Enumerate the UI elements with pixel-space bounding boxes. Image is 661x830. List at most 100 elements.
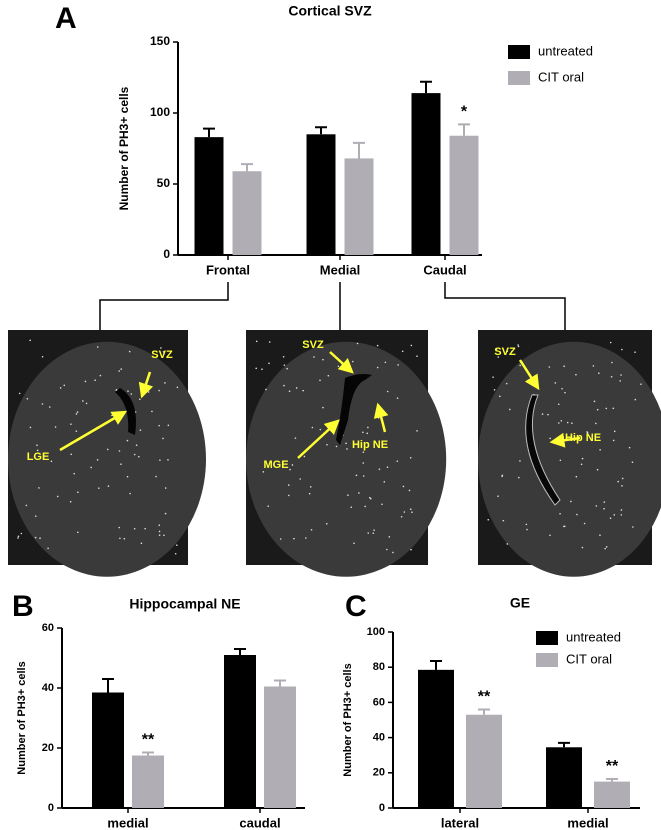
cell-dot <box>609 341 612 344</box>
cell-dot <box>337 365 340 368</box>
error-bar <box>420 80 432 94</box>
significance-label: ** <box>606 758 619 775</box>
cell-dot <box>364 505 366 508</box>
connector <box>444 282 566 330</box>
cell-dot <box>621 348 623 351</box>
cell-dot <box>557 422 560 424</box>
cell-dot <box>41 355 44 358</box>
cell-dot <box>495 348 498 351</box>
cell-dot <box>36 449 39 452</box>
cell-dot <box>335 445 338 448</box>
cell-dot <box>288 390 291 393</box>
cell-dot <box>605 546 608 548</box>
cell-dot <box>396 460 399 462</box>
cell-dot <box>41 403 44 405</box>
cell-dot <box>25 504 28 507</box>
cell-dot <box>410 344 413 347</box>
error-bar <box>458 123 470 136</box>
cell-dot <box>289 468 291 471</box>
cell-dot <box>287 484 290 486</box>
cell-dot <box>377 417 380 419</box>
cell-dot <box>549 534 551 537</box>
cell-dot <box>70 453 73 456</box>
bar <box>418 669 454 808</box>
cell-dot <box>133 453 136 456</box>
cell-dot <box>107 485 110 487</box>
cell-dot <box>631 461 634 463</box>
cell-dot <box>29 426 32 429</box>
bar <box>411 93 441 256</box>
cell-dot <box>303 455 306 458</box>
x-tick-label: medial <box>567 815 608 830</box>
tissue <box>246 341 447 577</box>
chart-title: GE <box>510 595 530 611</box>
image-label: Hip NE <box>352 439 388 451</box>
cell-dot <box>549 437 551 440</box>
cell-dot <box>174 552 177 555</box>
cell-dot <box>302 389 304 392</box>
bar <box>466 714 502 808</box>
cell-dot <box>408 489 411 492</box>
cell-dot <box>144 527 146 530</box>
y-axis-label: Number of PH3+ cells <box>117 86 131 210</box>
cell-dot <box>612 407 615 410</box>
cell-dot <box>279 538 282 540</box>
cell-dot <box>326 443 328 446</box>
chart: A Cortical SVZ Number of PH3+ cells 0 50 100 1… <box>55 2 593 278</box>
cell-dot <box>517 344 519 346</box>
error-bar <box>274 679 286 687</box>
cell-dot <box>73 472 76 475</box>
cell-dot <box>575 475 578 478</box>
cell-dot <box>493 389 496 391</box>
cell-dot <box>160 347 162 349</box>
cell-dot <box>384 361 387 364</box>
image-label: LGE <box>27 451 50 463</box>
cell-dot <box>308 492 311 495</box>
cell-dot <box>519 364 521 367</box>
cell-dot <box>416 430 418 432</box>
cell-dot <box>319 428 322 431</box>
y-axis-label: Number of PH3+ cells <box>342 663 354 776</box>
cell-dot <box>548 366 551 368</box>
cell-dot <box>620 374 622 376</box>
cell-dot <box>176 544 178 546</box>
cell-dot <box>541 413 544 415</box>
cell-dot <box>162 437 164 440</box>
cell-dot <box>120 463 122 465</box>
cell-dot <box>255 340 258 343</box>
cell-dot <box>94 379 96 382</box>
chart: C GE Number of PH3+ cells 0 20 40 60 80 100 later… <box>342 590 640 830</box>
cell-dot <box>409 456 412 459</box>
cell-dot <box>151 410 153 413</box>
cell-dot <box>133 527 136 530</box>
cell-dot <box>621 485 623 487</box>
legend-label: CIT oral <box>538 69 584 84</box>
cell-dot <box>596 408 599 411</box>
legend-swatch <box>508 45 530 59</box>
cell-dot <box>396 397 399 399</box>
cell-dot <box>158 424 160 427</box>
cell-dot <box>609 517 612 519</box>
bar <box>594 781 630 808</box>
cell-dot <box>158 389 160 392</box>
cell-dot <box>362 475 365 477</box>
cell-dot <box>135 444 138 447</box>
error-bar <box>102 678 114 693</box>
y-tick-label: 100 <box>150 105 170 119</box>
y-tick-label: 0 <box>163 247 170 261</box>
cell-dot <box>619 380 621 382</box>
cell-dot <box>299 478 301 480</box>
cell-dot <box>617 480 619 483</box>
cell-dot <box>282 355 285 358</box>
cell-dot <box>311 426 314 429</box>
cell-dot <box>386 466 389 468</box>
cell-dot <box>409 508 412 511</box>
cell-dot <box>158 530 161 533</box>
cell-dot <box>255 367 258 370</box>
cell-dot <box>628 446 631 449</box>
cell-dot <box>502 519 505 522</box>
arrow <box>138 371 154 399</box>
cell-dot <box>356 342 359 345</box>
cell-dot <box>383 481 386 483</box>
